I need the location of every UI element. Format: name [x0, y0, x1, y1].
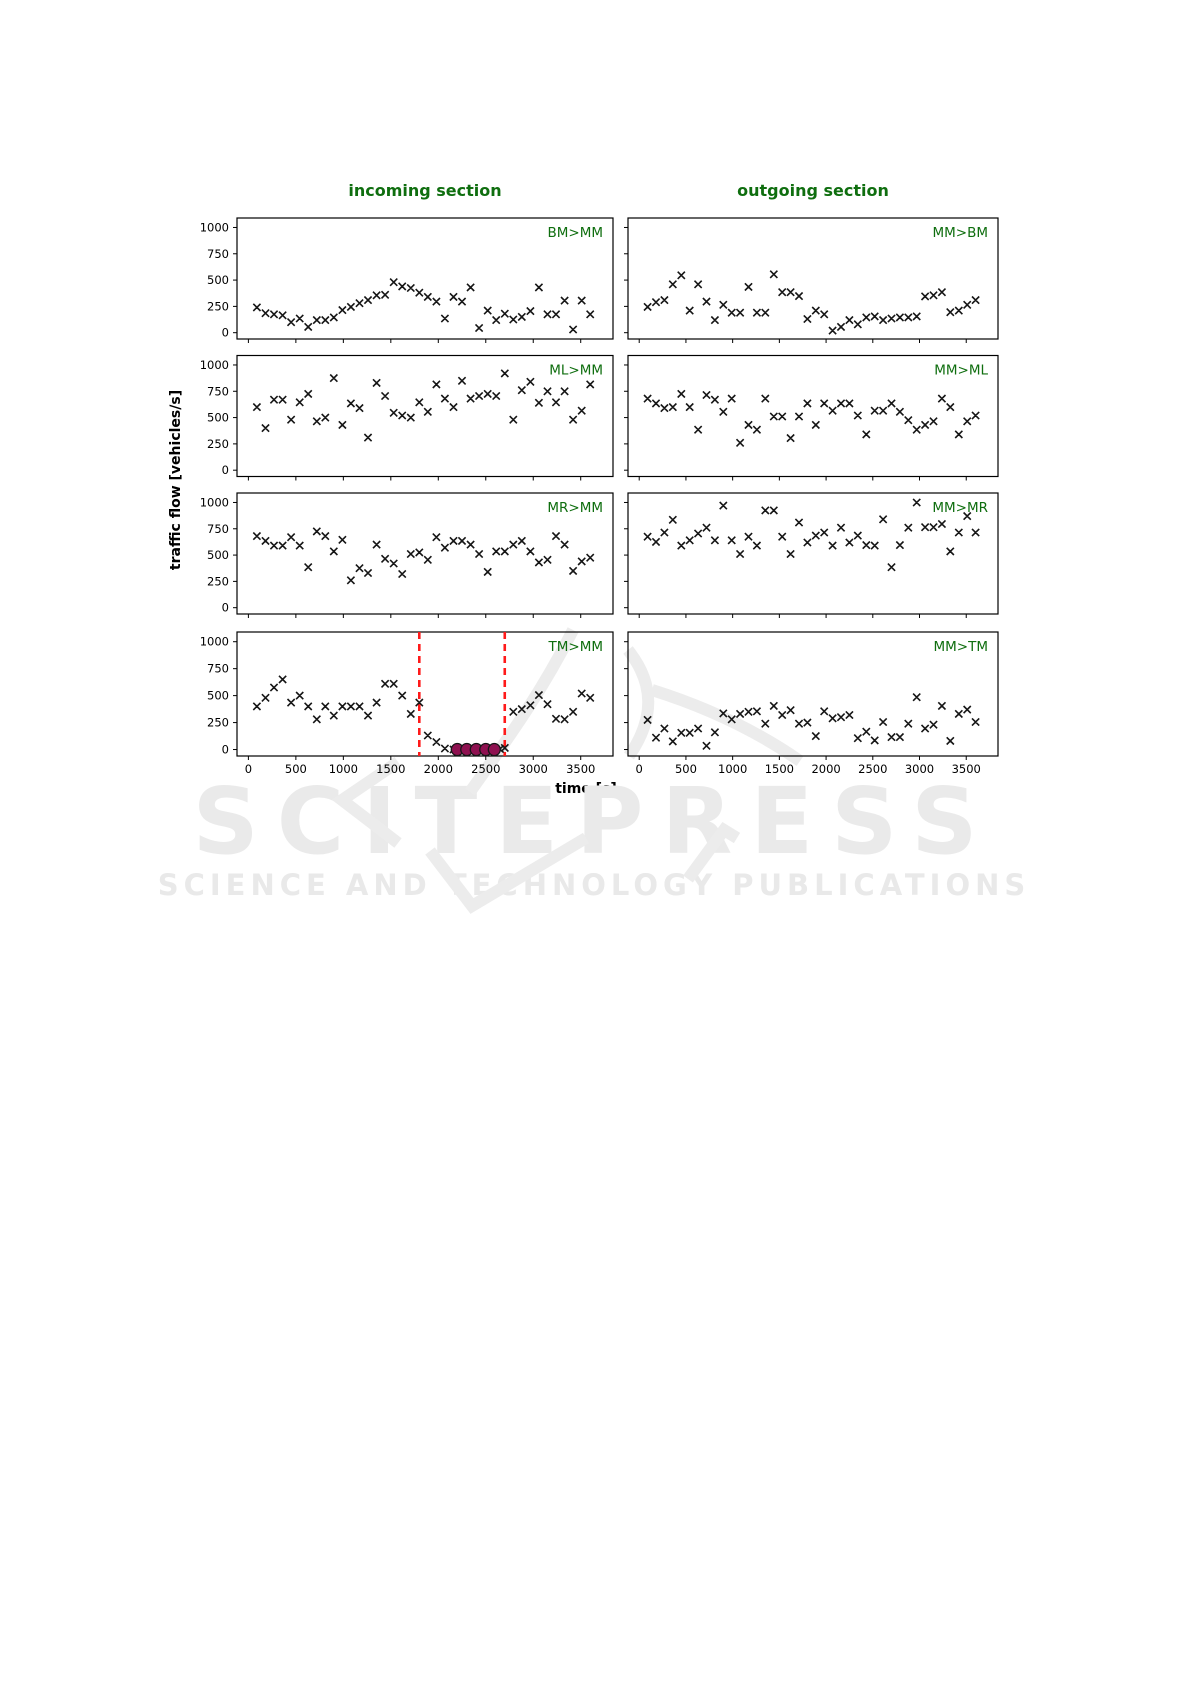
plot-border [236, 631, 614, 757]
scatter-points [643, 270, 980, 335]
x-tick-label: 2000 [424, 762, 453, 776]
plot-border [627, 354, 999, 478]
x-tick-label: 1500 [376, 762, 405, 776]
subplot-label: MR>MM [547, 500, 603, 516]
plot-border [236, 492, 614, 615]
y-tick-label: 250 [207, 299, 229, 313]
x-tick-label: 1000 [718, 762, 747, 776]
y-tick-label: 0 [222, 601, 229, 615]
y-tick-label: 500 [207, 689, 229, 703]
subplot-mm-ml: MM>ML [624, 354, 999, 481]
swoosh-curve [623, 646, 655, 760]
plot-border [236, 217, 614, 340]
y-tick-label: 500 [207, 548, 229, 562]
y-tick-label: 750 [207, 522, 229, 536]
subplot-label: BM>MM [547, 225, 603, 241]
plot-border [236, 354, 614, 478]
y-tick-label: 0 [222, 463, 229, 477]
x-tick-label: 3500 [566, 762, 595, 776]
y-tick-label: 250 [207, 574, 229, 588]
y-tick-label: 1000 [200, 495, 229, 509]
x-tick-label: 3500 [952, 762, 981, 776]
swoosh-curve [425, 832, 590, 914]
swoosh-curve [650, 684, 804, 766]
scatter-points [643, 693, 980, 750]
outgoing-section-title: outgoing section [737, 181, 889, 200]
y-tick-label: 750 [207, 662, 229, 676]
x-tick-label: 3000 [905, 762, 934, 776]
subplot-bm-mm: 0 250 500 750 1000 BM>MM [200, 217, 614, 343]
y-tick-label: 250 [207, 716, 229, 730]
scatter-points [643, 498, 980, 572]
y-tick-label: 0 [222, 326, 229, 340]
subplot-label: MM>BM [932, 225, 988, 241]
subplot-label: MM>MR [932, 500, 988, 516]
event-marker [487, 742, 501, 757]
subplot-mm-tm: 0 500 1000 1500 2000 2500 3000 3500 MM>TM [624, 631, 999, 776]
subplot-ml-mm: 0 250 500 750 1000 ML>MM [200, 354, 614, 481]
plot-border [627, 217, 999, 340]
y-tick-label: 1000 [200, 220, 229, 234]
plot-border [627, 492, 999, 615]
y-tick-label: 500 [207, 411, 229, 425]
x-tick-label: 500 [285, 762, 307, 776]
watermark-subtitle: SCIENCE AND TECHNOLOGY PUBLICATIONS [157, 868, 1031, 902]
x-tick-label: 0 [636, 762, 643, 776]
x-tick-label: 2500 [858, 762, 887, 776]
incoming-section-title: incoming section [348, 181, 502, 200]
y-tick-label: 750 [207, 247, 229, 261]
subplot-mr-mm: 0 250 500 750 1000 MR>MM [200, 492, 614, 618]
plot-border [627, 631, 999, 757]
swoosh-curve [683, 821, 741, 883]
scatter-points [252, 369, 595, 442]
swoosh-curve [331, 757, 402, 848]
subplot-label: MM>ML [934, 363, 988, 379]
scatter-points [643, 389, 980, 447]
subplot-label: ML>MM [549, 363, 603, 379]
subplot-mm-bm: MM>BM [624, 217, 999, 343]
subplot-tm-mm: 0 250 500 750 1000 0 500 1000 1500 2000 2500 3000 35… [200, 631, 614, 776]
x-tick-label: 1500 [765, 762, 794, 776]
y-tick-label: 500 [207, 273, 229, 287]
scatter-points [252, 527, 595, 585]
subplot-mm-mr: MM>MR [624, 492, 999, 618]
y-tick-label: 0 [222, 743, 229, 757]
y-tick-label: 1000 [200, 358, 229, 372]
y-tick-label: 1000 [200, 635, 229, 649]
y-tick-label: 750 [207, 384, 229, 398]
subplot-label: TM>MM [547, 639, 603, 655]
x-tick-label: 500 [675, 762, 697, 776]
x-tick-label: 1000 [329, 762, 358, 776]
x-tick-label: 0 [245, 762, 252, 776]
scitepress-watermark: SCITEPRESS [192, 768, 996, 875]
x-tick-label: 2500 [471, 762, 500, 776]
scatter-points [252, 278, 595, 334]
x-tick-label: 2000 [811, 762, 840, 776]
subplot-label: MM>TM [933, 639, 988, 655]
y-tick-label: 250 [207, 437, 229, 451]
x-axis-label: time [s] [555, 781, 617, 797]
x-tick-label: 3000 [519, 762, 548, 776]
